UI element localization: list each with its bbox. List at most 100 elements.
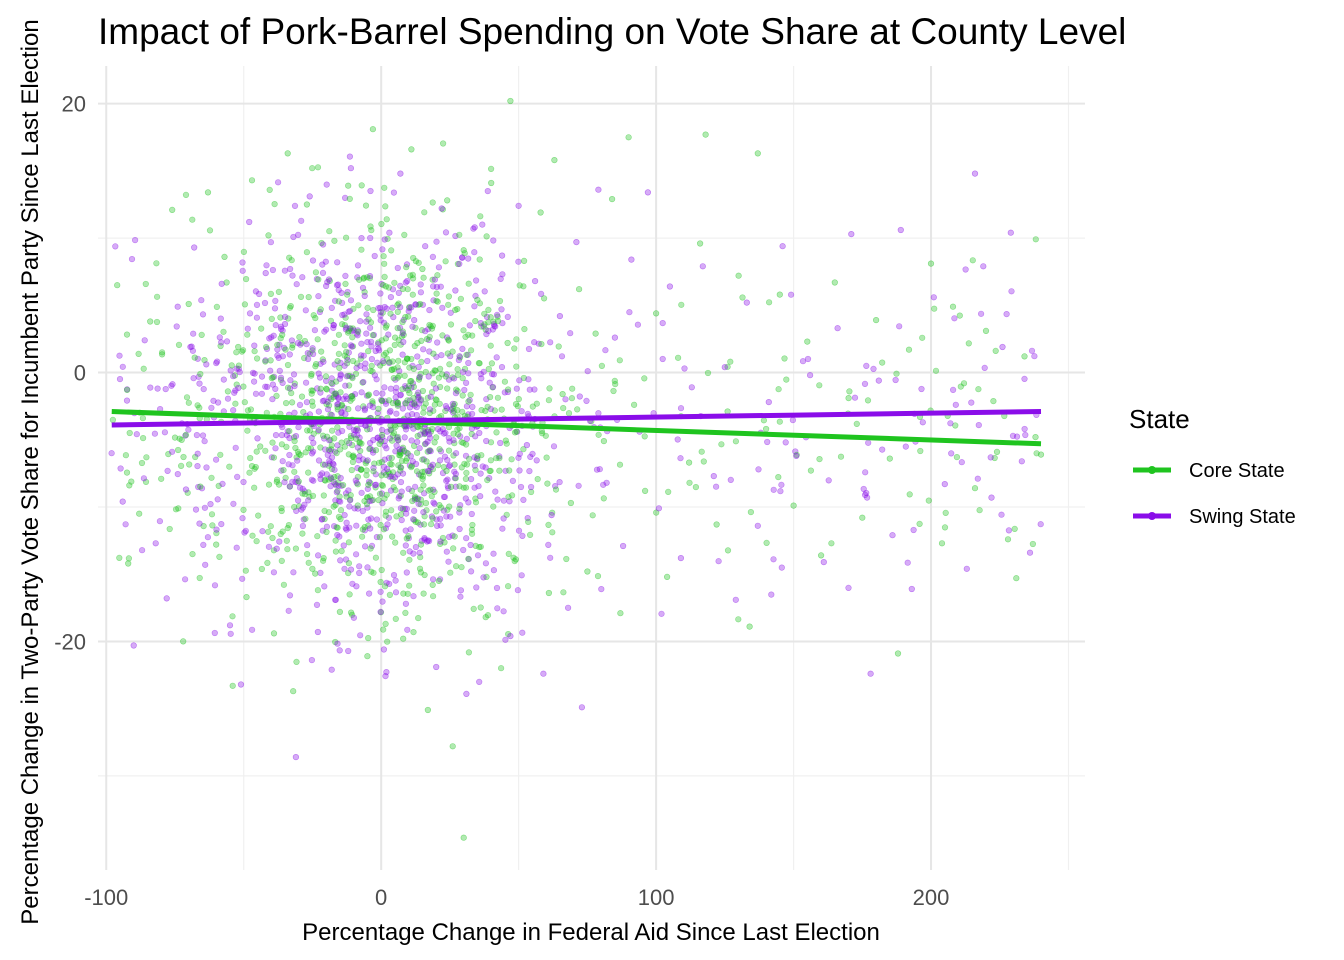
scatter-point (872, 317, 880, 324)
scatter-point (251, 348, 258, 355)
scatter-point (427, 486, 434, 493)
scatter-point (271, 373, 278, 380)
scatter-point (345, 539, 353, 546)
scatter-point (411, 402, 418, 409)
scatter-point (465, 555, 472, 562)
scatter-point (365, 481, 372, 489)
scatter-point (323, 523, 331, 530)
scatter-point (299, 522, 307, 530)
scatter-point (416, 374, 423, 381)
scatter-point (284, 524, 291, 532)
scatter-point (400, 331, 407, 339)
scatter-point (474, 552, 482, 559)
scatter-point (372, 484, 379, 491)
scatter-point (122, 521, 129, 528)
scatter-point (444, 457, 451, 464)
scatter-point (456, 231, 463, 238)
scatter-point (139, 547, 146, 554)
scatter-point (860, 485, 867, 493)
scatter-point (343, 324, 350, 331)
scatter-point (406, 304, 413, 312)
scatter-point (1013, 575, 1020, 582)
scatter-point (455, 431, 462, 438)
scatter-point (384, 465, 391, 473)
scatter-point (446, 462, 454, 469)
scatter-point (322, 373, 330, 380)
scatter-point (447, 309, 454, 316)
scatter-point (397, 170, 404, 177)
scatter-point (429, 466, 437, 473)
scatter-point (286, 483, 293, 490)
scatter-point (248, 177, 256, 184)
scatter-point (200, 386, 207, 393)
scatter-point (291, 383, 298, 390)
scatter-point (465, 398, 472, 405)
scatter-point (713, 521, 720, 528)
scatter-point (988, 494, 995, 501)
scatter-point (834, 325, 841, 332)
scatter-point (356, 440, 363, 447)
scatter-point (193, 432, 200, 439)
scatter-point (399, 330, 406, 337)
scatter-point (288, 337, 296, 344)
scatter-point (308, 390, 315, 397)
scatter-point (1013, 433, 1021, 440)
scatter-point (232, 400, 239, 407)
scatter-point (288, 257, 295, 264)
scatter-point (223, 279, 230, 286)
scatter-point (416, 445, 423, 452)
scatter-point (426, 537, 433, 545)
scatter-point (410, 516, 417, 523)
scatter-point (394, 401, 402, 408)
scatter-point (377, 290, 384, 297)
scatter-point (304, 350, 311, 357)
scatter-point (490, 371, 498, 378)
scatter-point (470, 605, 477, 613)
scatter-point (374, 434, 381, 442)
scatter-point (347, 566, 355, 573)
scatter-point (436, 457, 444, 464)
scatter-point (446, 361, 453, 368)
scatter-point (930, 294, 937, 301)
scatter-point (291, 468, 298, 475)
scatter-point (344, 288, 351, 296)
scatter-point (282, 346, 289, 353)
scatter-point (334, 424, 341, 431)
scatter-point (328, 396, 335, 403)
scatter-point (334, 531, 341, 539)
scatter-point (334, 401, 341, 408)
scatter-point (917, 447, 924, 455)
scatter-point (140, 435, 147, 442)
scatter-point (395, 337, 402, 344)
scatter-point (461, 386, 468, 394)
scatter-point (278, 557, 285, 565)
scatter-point (292, 444, 299, 452)
scatter-point (345, 647, 352, 655)
scatter-point (286, 351, 293, 358)
scatter-point (391, 279, 398, 286)
scatter-point (425, 537, 432, 544)
scatter-point (489, 384, 496, 391)
scatter-point (658, 610, 665, 617)
scatter-point (302, 515, 309, 522)
legend-swing-state-marker (1148, 512, 1156, 520)
scatter-point (477, 371, 484, 378)
scatter-point (373, 390, 380, 397)
scatter-point (447, 353, 454, 360)
scatter-point (303, 379, 310, 386)
scatter-point (381, 319, 388, 326)
scatter-point (401, 505, 408, 513)
scatter-point (253, 448, 260, 455)
scatter-point (295, 231, 302, 238)
scatter-point (426, 470, 433, 477)
scatter-point (584, 568, 591, 575)
scatter-point (427, 393, 434, 400)
scatter-point (326, 277, 333, 285)
scatter-point (417, 281, 424, 288)
scatter-point (264, 559, 271, 567)
scatter-point (335, 331, 343, 338)
scatter-point (152, 540, 159, 547)
scatter-point (278, 504, 285, 512)
scatter-point (365, 348, 372, 355)
scatter-point (442, 429, 449, 437)
